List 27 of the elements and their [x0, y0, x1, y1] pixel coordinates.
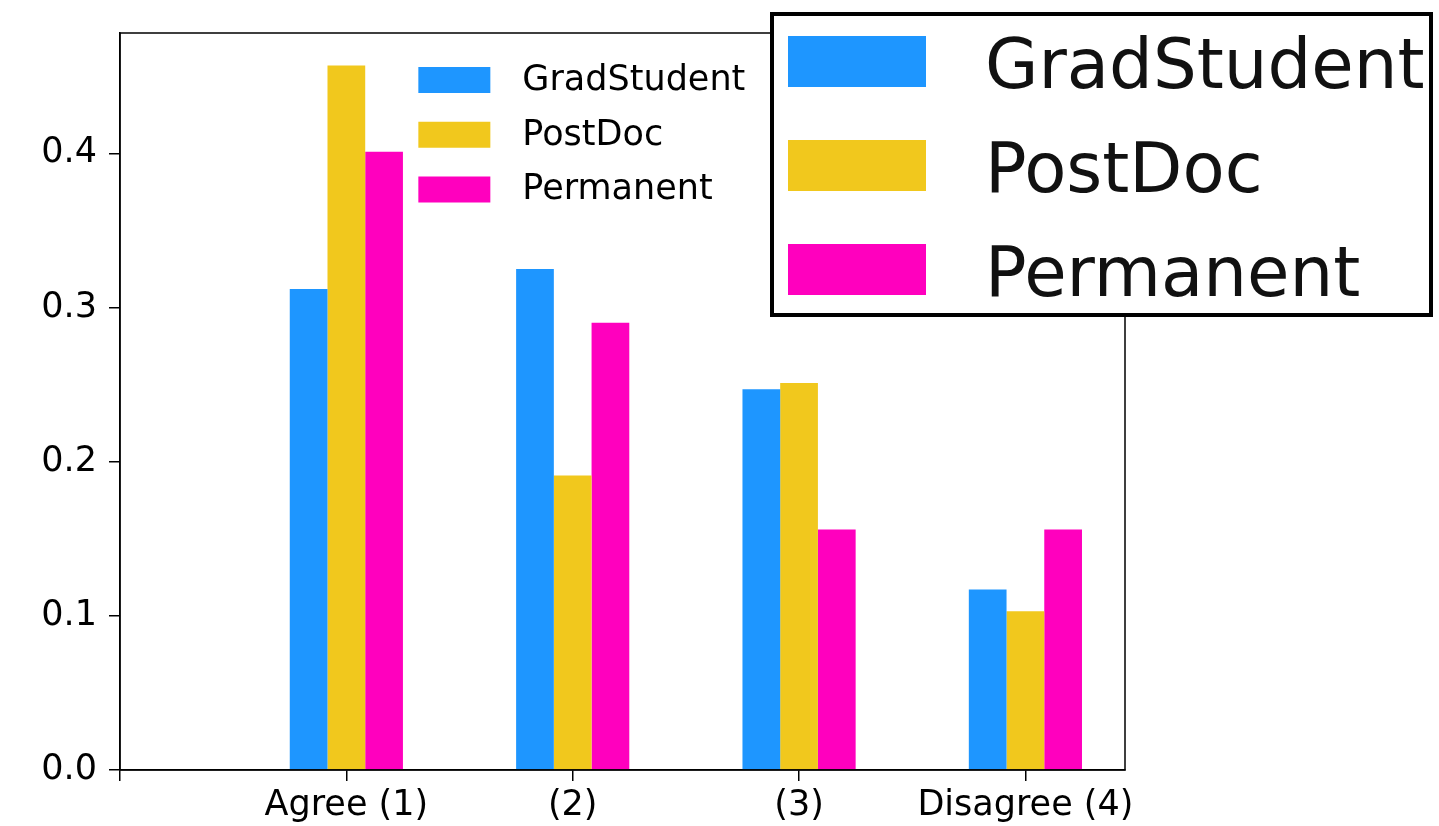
y-tick-label: 0.0 [41, 747, 97, 788]
legend-label: PostDoc [522, 112, 664, 153]
x-tick-label: (2) [547, 783, 598, 824]
bar [289, 288, 328, 770]
text: GradStudent [522, 58, 746, 99]
bar [365, 151, 403, 770]
bar [1044, 529, 1082, 770]
x-tick-label: Disagree (4) [917, 783, 1134, 824]
text: Permanent [985, 231, 1361, 312]
x-tick-label: Agree (1) [264, 783, 429, 824]
bar [327, 65, 366, 770]
bar [817, 529, 856, 770]
y-tick-label: 0.2 [41, 438, 97, 479]
y-tick-label: 0.1 [41, 592, 97, 633]
bar [780, 383, 818, 770]
legend-label: GradStudent [985, 23, 1425, 104]
bar [553, 475, 592, 770]
bar [591, 322, 630, 770]
y-tick-label: 0.3 [41, 284, 97, 325]
bar [742, 389, 781, 770]
bar [968, 589, 1007, 770]
y-tick-label: 0.4 [41, 130, 97, 171]
bar [1006, 611, 1045, 770]
bar [516, 268, 554, 770]
legend-label: Permanent [522, 167, 713, 208]
x-tick-label: (3) [774, 783, 824, 824]
text: PostDoc [985, 127, 1263, 208]
